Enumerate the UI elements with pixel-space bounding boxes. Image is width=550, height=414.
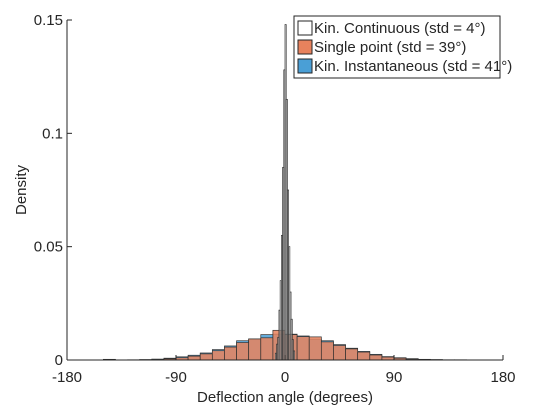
bar-single-point — [333, 345, 346, 361]
legend-swatch-kin-instantaneous — [297, 58, 313, 74]
y-axis-label: Density — [13, 164, 30, 215]
bar-single-point — [357, 351, 371, 361]
x-tick-label: -90 — [165, 369, 187, 386]
bar-single-point — [224, 346, 237, 361]
x-tick-label: 90 — [386, 369, 403, 386]
series-single-point — [102, 329, 443, 361]
y-tick-label: 0.1 — [42, 125, 63, 142]
legend-label-kin-instantaneous: Kin. Instantaneous (std = 41°) — [314, 58, 512, 75]
bar-single-point — [236, 342, 250, 361]
bar-kin-continuous — [293, 350, 296, 361]
x-tick-label: 0 — [281, 369, 289, 386]
bar-single-point — [308, 336, 322, 361]
bar-single-point — [369, 354, 383, 361]
bar-single-point — [248, 338, 262, 361]
legend-label-kin-continuous: Kin. Continuous (std = 4°) — [314, 20, 486, 37]
bar-single-point — [199, 353, 213, 361]
bar-single-point — [296, 336, 310, 361]
bar-single-point — [320, 341, 334, 361]
legend-swatch-kin-continuous — [297, 20, 313, 36]
legend-swatch-single-point — [297, 39, 313, 55]
bar-single-point — [260, 337, 274, 361]
bar-single-point — [211, 350, 225, 361]
x-tick-label: -180 — [52, 369, 82, 386]
y-tick-label: 0 — [55, 352, 63, 369]
bar-single-point — [345, 348, 359, 361]
series-kin-continuous — [274, 24, 296, 361]
x-axis-label: Deflection angle (degrees) — [197, 389, 373, 406]
x-tick-label: 180 — [490, 369, 515, 386]
y-tick-label: 0.05 — [34, 239, 63, 256]
y-tick-label: 0.15 — [34, 12, 63, 29]
legend: Kin. Continuous (std = 4°) Single point … — [293, 15, 512, 79]
series-layer — [102, 24, 468, 361]
bar-single-point — [187, 355, 201, 361]
legend-label-single-point: Single point (std = 39°) — [314, 39, 466, 56]
ticks-layer: -180 -90 0 90 180 0 0.05 0.1 0.15 — [34, 12, 516, 386]
legend-box — [293, 15, 501, 79]
